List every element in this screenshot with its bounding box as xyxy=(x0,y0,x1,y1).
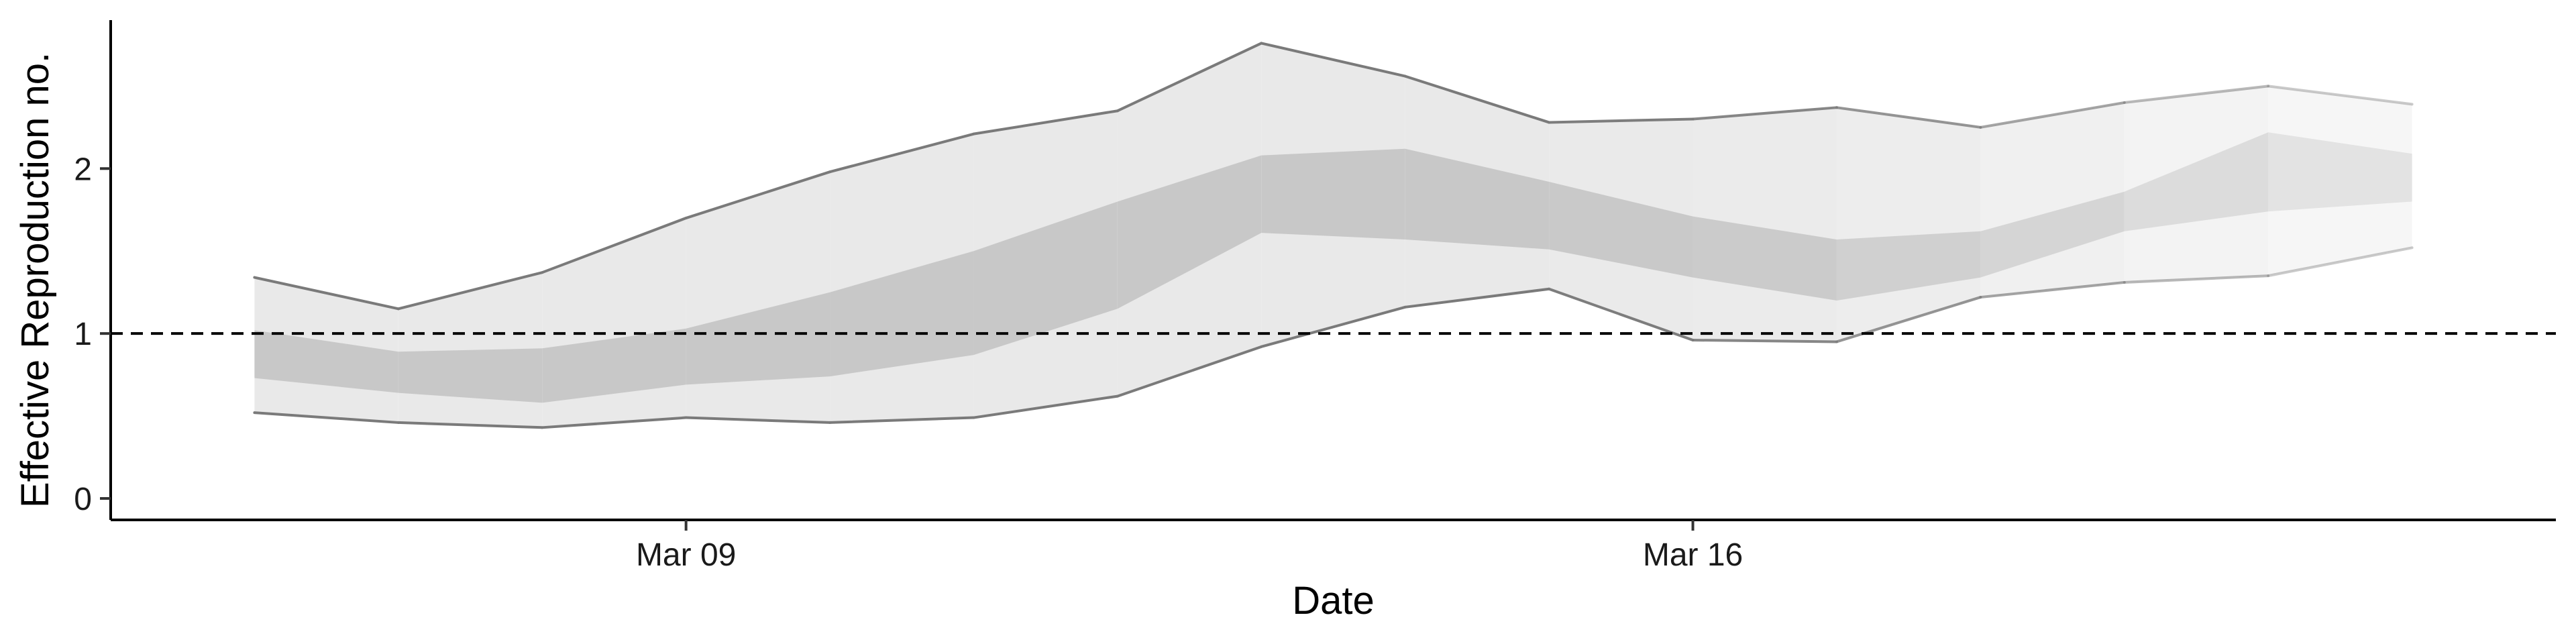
outer-lower-line-segment xyxy=(1548,287,1695,341)
outer-lower-line-segment xyxy=(396,421,544,429)
inner-band-segment xyxy=(2124,132,2269,231)
inner-band-segment xyxy=(1261,148,1405,240)
outer-upper-line-segment xyxy=(1116,42,1263,113)
outer-upper-line-segment xyxy=(396,271,544,311)
outer-upper-line-segment xyxy=(1835,106,1982,129)
outer-lower-line-segment xyxy=(684,416,832,424)
inner-band-segment xyxy=(1836,231,1981,301)
outer-lower-line-segment xyxy=(1691,338,1838,343)
x-axis-ticks: Mar 09 Mar 16 xyxy=(636,520,1743,573)
outer-lower-line-segment xyxy=(1979,280,2126,299)
interval-boundary-lines xyxy=(253,42,2414,429)
inner-band-segment xyxy=(1405,148,1550,250)
y-tick-label: 1 xyxy=(74,317,92,352)
outer-lower-line-segment xyxy=(253,411,400,424)
axes xyxy=(109,20,2556,521)
outer-upper-line-segment xyxy=(1548,117,1695,124)
outer-upper-line-segment xyxy=(253,276,400,311)
x-axis-title: Date xyxy=(1292,579,1375,623)
outer-lower-line-segment xyxy=(2123,274,2270,284)
y-axis-title: Effective Reproduction no. xyxy=(13,52,57,508)
outer-band-segment xyxy=(2268,86,2412,276)
y-tick-label: 2 xyxy=(74,152,92,187)
y-tick-label: 0 xyxy=(74,482,92,517)
outer-upper-line-segment xyxy=(2123,85,2270,104)
outer-upper-line-segment xyxy=(684,170,832,220)
outer-lower-line-segment xyxy=(1403,287,1551,309)
y-axis-ticks: 0 1 2 xyxy=(74,152,111,517)
inner-band-segment xyxy=(1980,191,2125,278)
outer-upper-line-segment xyxy=(1979,101,2126,129)
outer-upper-line-segment xyxy=(1691,106,1838,121)
inner-band-segment xyxy=(1117,155,1262,309)
outer-band-segment xyxy=(1836,107,1981,342)
inner-band-segment xyxy=(398,348,543,403)
inner-band-segment xyxy=(542,328,686,403)
x-tick-label: Mar 16 xyxy=(1643,537,1743,573)
inner-band-segment xyxy=(686,292,830,385)
outer-lower-line-segment xyxy=(972,394,1119,419)
outer-lower-line-segment xyxy=(1116,345,1263,398)
inner-band-segment xyxy=(254,330,398,393)
outer-upper-line-segment xyxy=(2267,85,2414,106)
outer-upper-line-segment xyxy=(1260,42,1407,78)
outer-band-segment xyxy=(686,172,830,423)
credible-interval-bands xyxy=(254,43,2412,428)
inner-band-segment xyxy=(830,251,974,377)
inner-band-segment xyxy=(973,201,1118,356)
inner-band-segment xyxy=(2268,132,2412,212)
outer-lower-line-segment xyxy=(1835,296,1982,343)
inner-band-segment xyxy=(1549,181,1693,278)
outer-lower-line-segment xyxy=(2267,246,2414,278)
inner-band-segment xyxy=(1693,216,1837,301)
outer-upper-line-segment xyxy=(972,109,1119,136)
outer-lower-line-segment xyxy=(828,416,975,424)
x-tick-label: Mar 09 xyxy=(636,537,736,573)
outer-lower-line-segment xyxy=(541,416,688,429)
outer-upper-line-segment xyxy=(828,132,975,174)
outer-upper-line-segment xyxy=(1403,74,1551,124)
outer-lower-line-segment xyxy=(1260,305,1407,348)
outer-upper-line-segment xyxy=(541,217,688,274)
